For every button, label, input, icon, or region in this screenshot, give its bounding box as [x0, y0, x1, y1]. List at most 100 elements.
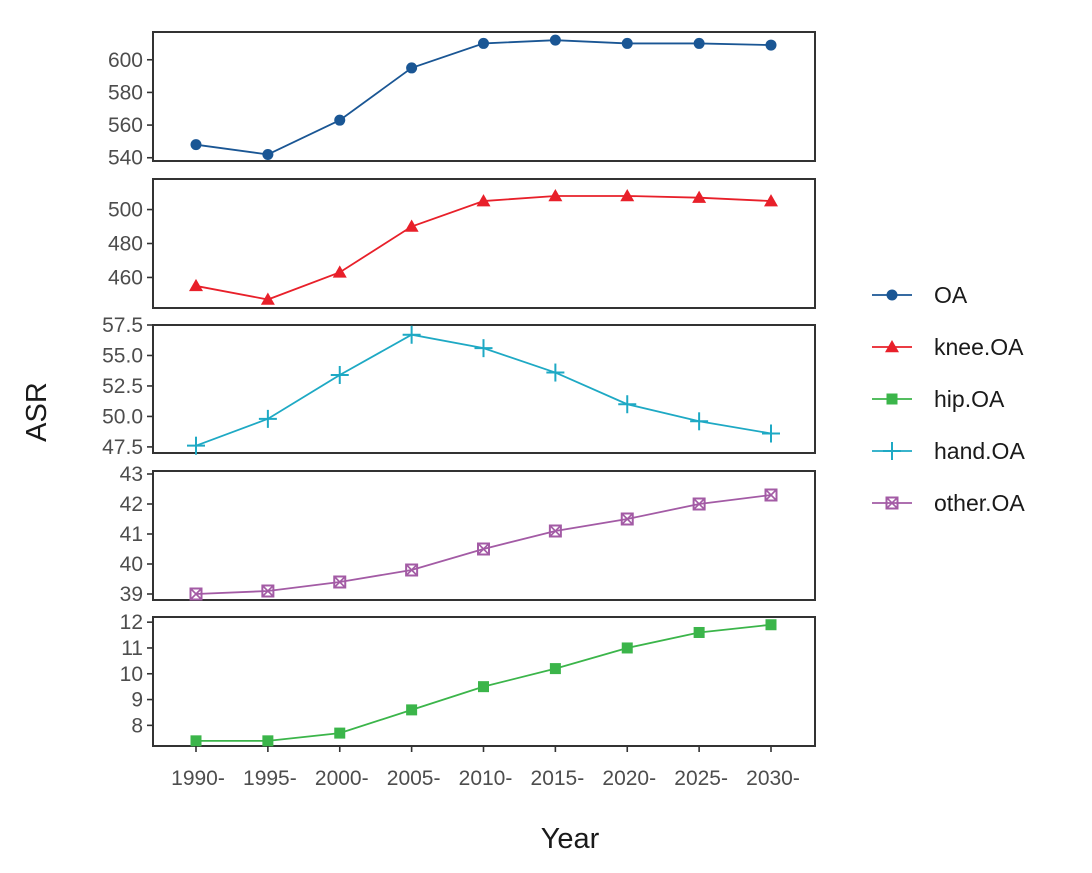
legend-key-marker	[885, 496, 899, 510]
legend-item-hand-OA: hand.OA	[872, 438, 1025, 464]
x-tick-label: 1990-	[171, 767, 225, 790]
data-point	[406, 62, 418, 74]
x-tick-label: 2030-	[746, 767, 800, 790]
data-point	[187, 436, 205, 455]
panels-layer: 540 560 580 600 460 480 500 47.5 50.0 52.5 55.0 57.…	[102, 31, 816, 747]
panel-hip-OA: 89 10 11 12	[120, 611, 816, 747]
x-tick-label: 1995-	[243, 767, 297, 790]
data-point	[261, 584, 275, 598]
legend-key-marker	[885, 340, 899, 353]
y-tick-label: 600	[108, 49, 143, 72]
data-point	[764, 194, 778, 207]
y-tick-label: 55.0	[102, 344, 143, 367]
data-point	[621, 37, 633, 49]
y-tick-label: 10	[120, 663, 143, 686]
data-point	[549, 663, 561, 675]
x-tick-label: 2010-	[459, 767, 513, 790]
x-tick-label: 2005-	[387, 767, 441, 790]
legend-key-marker	[883, 442, 901, 460]
panel-OA: 540 560 580 600	[108, 31, 816, 170]
y-tick-label: 52.5	[102, 375, 143, 398]
x-axis: 1990- 1995- 2000- 2005- 2010- 2015- 2020- 2025-…	[171, 746, 800, 790]
y-tick-label: 12	[120, 611, 143, 634]
data-point	[334, 114, 346, 126]
data-point	[474, 339, 493, 358]
y-tick-label: 39	[120, 583, 143, 606]
panel-hand-OA: 47.5 50.0 52.5 55.0 57.5	[102, 314, 816, 459]
data-point	[262, 148, 274, 160]
legend: OA knee.OA hip.OA hand.OA other.OA	[872, 282, 1025, 516]
data-point	[549, 34, 561, 46]
data-point	[190, 735, 202, 747]
data-point	[406, 704, 418, 716]
data-point	[692, 190, 707, 203]
x-tick-label: 2015-	[531, 767, 585, 790]
data-point	[546, 363, 565, 382]
y-tick-label: 42	[120, 493, 143, 516]
x-tick-label: 2025-	[674, 767, 728, 790]
legend-key-marker	[886, 289, 898, 301]
y-tick-label: 8	[131, 714, 143, 737]
legend-label: knee.OA	[934, 334, 1024, 360]
legend-label: other.OA	[934, 490, 1025, 516]
y-tick-label: 41	[120, 523, 143, 546]
x-tick-label: 2020-	[602, 767, 656, 790]
y-tick-label: 580	[108, 81, 143, 104]
y-tick-label: 460	[108, 266, 143, 289]
data-point	[765, 619, 777, 631]
series-line-knee-OA	[195, 195, 772, 301]
data-point	[477, 542, 490, 556]
data-point	[330, 365, 349, 384]
data-point	[258, 409, 277, 428]
data-point	[620, 512, 634, 526]
data-point	[332, 265, 347, 278]
legend-label: OA	[934, 282, 968, 308]
data-point	[548, 188, 563, 202]
legend-key-marker	[886, 393, 898, 405]
data-point	[478, 37, 489, 49]
data-point	[478, 681, 489, 693]
panel-other-OA: 39 40 41 42 43	[120, 463, 816, 606]
y-tick-label: 540	[108, 147, 143, 170]
y-axis-title: ASR	[21, 382, 53, 442]
panel-knee-OA: 460 480 500	[108, 178, 816, 309]
y-tick-label: 500	[108, 199, 143, 222]
data-point	[404, 219, 419, 232]
panel-border	[152, 324, 816, 454]
data-point	[190, 139, 202, 151]
data-point	[618, 395, 637, 414]
data-point	[621, 642, 633, 654]
y-tick-label: 50.0	[102, 405, 143, 428]
data-point	[620, 188, 635, 202]
y-tick-label: 57.5	[102, 314, 143, 337]
data-point	[333, 575, 347, 589]
y-tick-label: 43	[120, 463, 143, 486]
data-point	[402, 325, 421, 344]
data-point	[189, 587, 203, 601]
data-point	[548, 524, 562, 538]
legend-item-other-OA: other.OA	[872, 490, 1025, 516]
data-point	[693, 37, 705, 49]
data-point	[690, 412, 709, 431]
panel-border	[152, 31, 816, 162]
legend-label: hip.OA	[934, 386, 1005, 412]
data-point	[764, 488, 778, 502]
legend-item-OA: OA	[872, 282, 968, 308]
data-point	[405, 563, 419, 577]
data-point	[260, 292, 275, 305]
y-tick-label: 47.5	[102, 436, 143, 459]
data-point	[693, 626, 705, 638]
series-line-OA	[195, 39, 772, 156]
data-point	[476, 194, 491, 207]
data-point	[692, 497, 706, 511]
data-point	[334, 727, 346, 739]
panel-border	[152, 470, 816, 601]
legend-item-knee-OA: knee.OA	[872, 334, 1024, 360]
y-tick-label: 560	[108, 114, 143, 137]
y-tick-label: 40	[120, 553, 143, 576]
y-tick-label: 9	[131, 689, 143, 712]
data-point	[762, 424, 780, 443]
data-point	[765, 39, 777, 51]
data-point	[189, 278, 203, 292]
